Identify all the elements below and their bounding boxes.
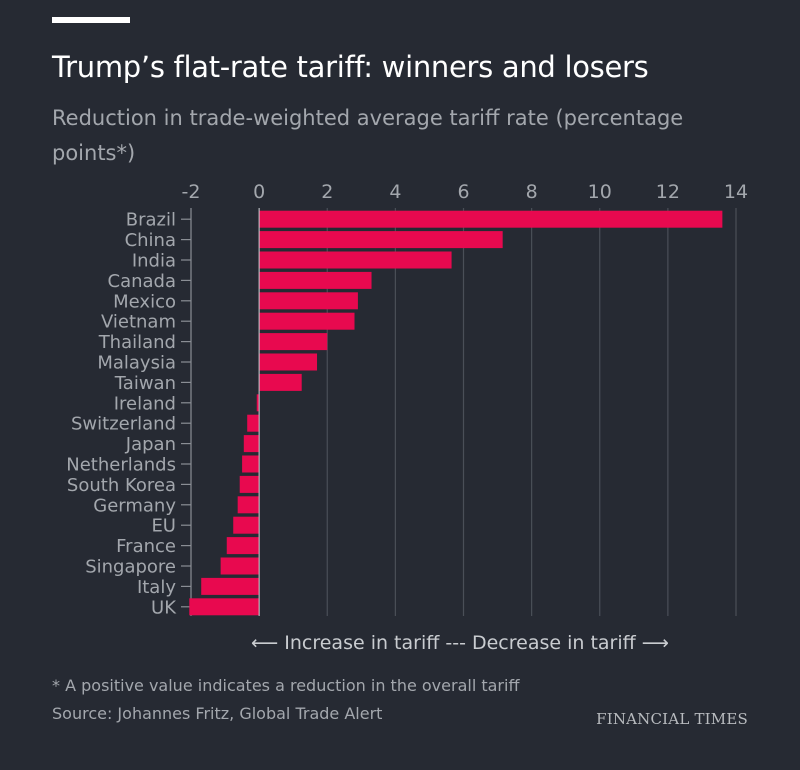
bar-chart: -2 0 2 4 6 8 10 12 14 BrazilChinaIndiaCanadaMexic… [66, 181, 748, 618]
category-label: Italy [137, 577, 176, 598]
bar-singapore [220, 557, 260, 575]
bar-france [226, 537, 260, 555]
x-tick-label: 4 [389, 181, 401, 203]
category-label: Brazil [126, 210, 176, 231]
x-tick-label: 6 [457, 181, 469, 203]
category-label: Ireland [114, 393, 176, 414]
category-label: Japan [125, 434, 176, 455]
category-label: Malaysia [97, 353, 176, 374]
bar-taiwan [259, 373, 302, 391]
x-tick-label: 14 [724, 181, 748, 203]
category-label: UK [151, 597, 177, 618]
bar-india [259, 251, 452, 269]
category-label: Singapore [85, 557, 176, 578]
bar-italy [201, 577, 260, 595]
category-label: Thailand [98, 332, 176, 353]
source-note: Source: Johannes Fritz, Global Trade Ale… [52, 704, 383, 723]
category-label: China [125, 230, 176, 251]
category-label: Taiwan [114, 373, 176, 394]
category-label: India [132, 251, 176, 272]
chart-title: Trump’s flat-rate tariff: winners and lo… [52, 50, 649, 84]
bar-canada [259, 271, 372, 289]
category-label: Netherlands [66, 455, 176, 476]
x-tick-label: -2 [182, 181, 201, 203]
footnote: * A positive value indicates a reduction… [52, 676, 520, 695]
x-tick-label: 10 [588, 181, 612, 203]
category-label: France [116, 536, 176, 557]
bar-uk [189, 598, 260, 616]
chart-subtitle: Reduction in trade-weighted average tari… [52, 106, 684, 165]
ft-top-rule [52, 17, 130, 23]
bar-ireland [256, 394, 260, 412]
bar-eu [233, 516, 260, 534]
category-label: Mexico [113, 291, 176, 312]
bar-china [259, 231, 503, 249]
category-label: South Korea [67, 475, 176, 496]
bar-brazil [259, 210, 723, 228]
bar-netherlands [242, 455, 260, 473]
category-label: Germany [93, 495, 176, 516]
bar-thailand [259, 333, 328, 351]
category-label: Switzerland [71, 414, 176, 435]
ft-logo: FINANCIAL TIMES [596, 710, 748, 728]
direction-label: ⟵ Increase in tariff --- Decrease in tar… [250, 632, 670, 654]
x-tick-label: 12 [656, 181, 680, 203]
bar-malaysia [259, 353, 318, 371]
x-tick-label: 2 [321, 181, 333, 203]
bar-south-korea [239, 475, 260, 493]
x-tick-label: 8 [526, 181, 538, 203]
x-tick-label: 0 [253, 181, 265, 203]
bar-germany [237, 496, 260, 514]
category-label: Canada [108, 271, 177, 292]
category-label: EU [151, 516, 176, 537]
bar-vietnam [259, 312, 355, 330]
bar-japan [243, 435, 260, 453]
category-label: Vietnam [101, 312, 176, 333]
bar-switzerland [247, 414, 260, 432]
bar-mexico [259, 292, 358, 310]
